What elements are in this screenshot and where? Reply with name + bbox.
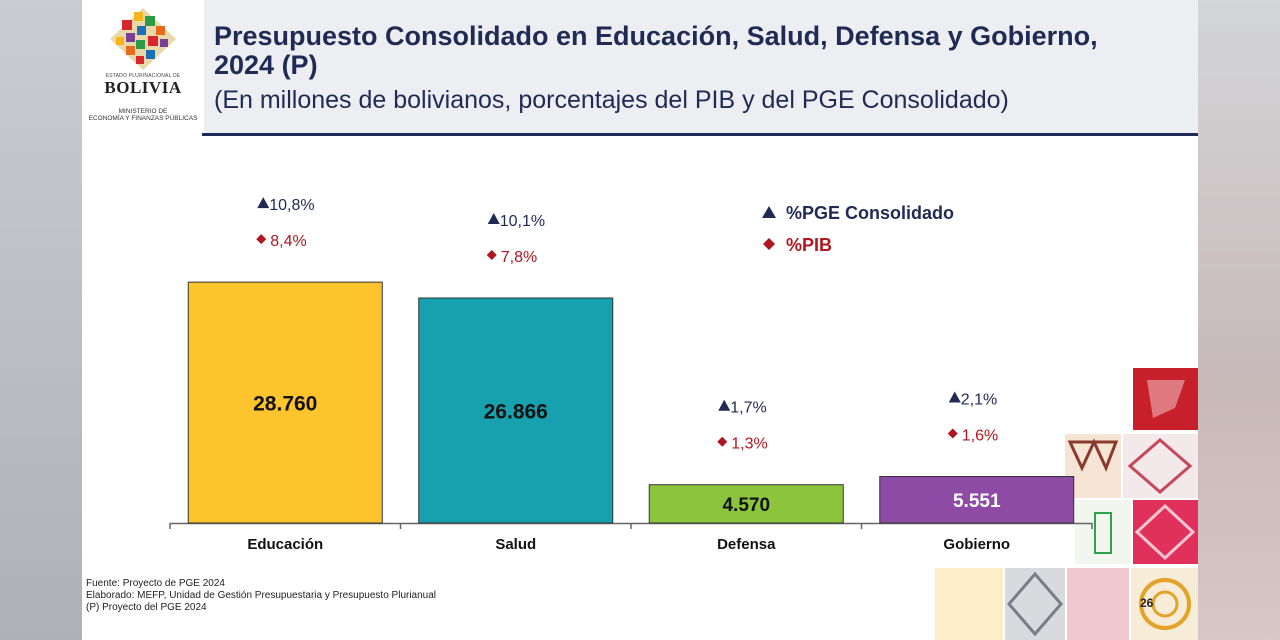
bar-value-label: 5.551 bbox=[953, 491, 1001, 512]
bar bbox=[187, 281, 383, 524]
bar-value-label: 28.760 bbox=[253, 393, 317, 416]
category-label: Salud bbox=[495, 536, 536, 553]
slide-header: ESTADO PLURINACIONAL DE BOLIVIA MINISTER… bbox=[82, 0, 1198, 133]
pge-percent-label: 2,1% bbox=[961, 392, 997, 409]
footer-source: Fuente: Proyecto de PGE 2024 bbox=[86, 578, 225, 589]
category-label: Gobierno bbox=[943, 536, 1010, 553]
legend-label: %PGE Consolidado bbox=[786, 203, 954, 223]
category-label: Defensa bbox=[717, 536, 776, 553]
pib-diamond-marker bbox=[947, 428, 958, 439]
category-label: Educación bbox=[247, 536, 323, 553]
bar-value-label: 4.570 bbox=[722, 495, 770, 516]
pib-percent-label: 1,6% bbox=[962, 428, 998, 445]
slide-footer: Fuente: Proyecto de PGE 2024 Elaborado: … bbox=[86, 578, 436, 614]
pge-triangle-marker bbox=[487, 212, 500, 224]
pge-percent-label: 10,8% bbox=[269, 197, 314, 214]
pge-triangle-marker bbox=[948, 391, 961, 403]
diamond-legend-icon bbox=[763, 238, 775, 250]
textile-pattern-decoration bbox=[935, 368, 1198, 640]
bars-group: 28.760 26.866 4.570 5.551 bbox=[169, 281, 1093, 529]
legend-label: %PIB bbox=[786, 235, 832, 255]
logo-country-text: BOLIVIA bbox=[104, 78, 182, 97]
logo-ministry-text: MINISTERIO DE ECONOMÍA Y FINANZAS PÚBLIC… bbox=[82, 108, 204, 122]
logo-ministry-line1: MINISTERIO DE bbox=[118, 108, 168, 115]
logo-state-text: ESTADO PLURINACIONAL DE bbox=[105, 73, 181, 79]
pge-triangle-marker bbox=[257, 197, 270, 209]
slide-subtitle: (En millones de bolivianos, porcentajes … bbox=[214, 86, 1009, 114]
bar bbox=[648, 484, 844, 524]
slide: ESTADO PLURINACIONAL DE BOLIVIA MINISTER… bbox=[82, 0, 1198, 640]
pib-percent-label: 7,8% bbox=[501, 249, 537, 266]
pge-triangle-marker bbox=[718, 399, 731, 411]
pib-diamond-marker bbox=[486, 249, 497, 260]
footer-elaborated: Elaborado: MEFP, Unidad de Gestión Presu… bbox=[86, 590, 437, 601]
pib-percent-label: 8,4% bbox=[270, 233, 306, 250]
chart-legend: %PGE Consolidado %PIB bbox=[762, 203, 954, 255]
slide-title-line1: Presupuesto Consolidado en Educación, Sa… bbox=[214, 21, 1098, 51]
bar bbox=[879, 476, 1075, 524]
budget-bar-chart: 28.760 26.866 4.570 5.551 10,8% 8,4% 10,1% 7,8… bbox=[169, 197, 1093, 553]
background-left bbox=[0, 0, 82, 640]
pge-percent-label: 1,7% bbox=[730, 400, 766, 417]
footer-note: (P) Proyecto del PGE 2024 bbox=[86, 602, 207, 613]
slide-title-line2: 2024 (P) bbox=[214, 50, 318, 80]
header-divider bbox=[202, 133, 1198, 136]
pib-diamond-marker bbox=[256, 234, 267, 245]
pib-diamond-marker bbox=[717, 436, 728, 447]
background-right bbox=[1198, 0, 1280, 640]
bar bbox=[418, 297, 614, 524]
triangle-legend-icon bbox=[762, 206, 776, 218]
bar-value-label: 26.866 bbox=[484, 400, 548, 423]
slide-title: Presupuesto Consolidado en Educación, Sa… bbox=[214, 22, 1184, 80]
category-labels-group: Educación Salud Defensa Gobierno bbox=[247, 536, 1010, 553]
pge-percent-label: 10,1% bbox=[500, 213, 545, 230]
logo-ministry-line2: ECONOMÍA Y FINANZAS PÚBLICAS bbox=[88, 115, 198, 122]
pib-percent-label: 1,3% bbox=[731, 436, 767, 453]
percent-callouts-group: 10,8% 8,4% 10,1% 7,8% 1,7% 1,3% 2,1% 1,6% bbox=[256, 197, 998, 453]
page-number: 26 bbox=[1140, 596, 1154, 610]
ministry-logo: ESTADO PLURINACIONAL DE BOLIVIA MINISTER… bbox=[82, 0, 204, 133]
bolivia-emblem-icon bbox=[110, 8, 176, 70]
